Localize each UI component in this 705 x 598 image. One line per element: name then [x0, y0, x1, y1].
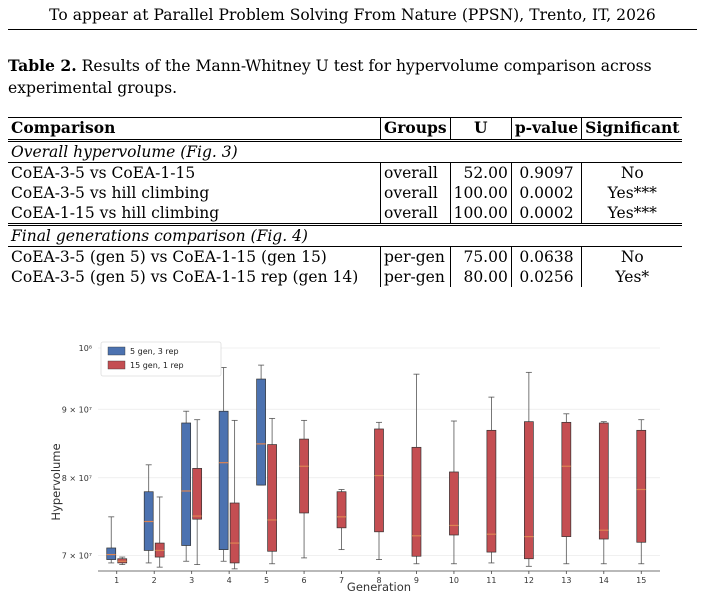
table-row: CoEA-3-5 vs hill climbing overall 100.00…	[8, 183, 683, 203]
legend-label: 5 gen, 3 rep	[130, 347, 179, 356]
y-tick-label: 8 × 10⁷	[62, 474, 92, 483]
table-row: CoEA-1-15 vs hill climbing overall 100.0…	[8, 203, 683, 225]
cell-pvalue: 0.0638	[510, 246, 582, 267]
box	[256, 378, 266, 486]
cell-pvalue: 0.0002	[510, 203, 582, 225]
x-tick-label: 9	[414, 576, 419, 585]
cell-significant: Yes***	[581, 183, 683, 203]
cell-significant: No	[581, 246, 683, 267]
x-tick-label: 4	[227, 576, 232, 585]
plot-area	[106, 364, 647, 570]
table-row: CoEA-3-5 vs CoEA-1-15 overall 52.00 0.90…	[8, 162, 683, 183]
x-tick-label: 15	[636, 576, 646, 585]
box	[229, 502, 240, 564]
x-tick-label: 11	[486, 576, 496, 585]
cell-groups: per-gen	[380, 246, 451, 267]
x-tick-label: 6	[302, 576, 307, 585]
cell-significant: Yes*	[581, 267, 683, 287]
cell-pvalue: 0.9097	[510, 162, 582, 183]
cell-u: 100.00	[449, 183, 512, 203]
legend-frame	[100, 341, 222, 377]
cell-pvalue: 0.0256	[510, 267, 582, 287]
cell-comparison: CoEA-3-5 (gen 5) vs CoEA-1-15 (gen 15)	[11, 248, 327, 266]
box	[192, 468, 203, 520]
x-tick-label: 10	[449, 576, 459, 585]
box	[181, 422, 192, 546]
cell-comparison: CoEA-1-15 vs hill climbing	[11, 204, 220, 222]
results-table: Comparison Groups U p-value Significant …	[8, 117, 683, 287]
legend-label: 15 gen, 1 rep	[130, 361, 184, 370]
x-tick-label: 7	[339, 576, 344, 585]
x-tick-label: 13	[561, 576, 571, 585]
box	[486, 429, 497, 553]
cell-groups: per-gen	[380, 267, 451, 287]
box	[636, 429, 647, 543]
legend: 5 gen, 3 rep 15 gen, 1 rep	[100, 341, 222, 377]
col-header-pvalue: p-value	[510, 117, 582, 142]
cell-comparison: CoEA-3-5 vs hill climbing	[11, 184, 210, 202]
box	[218, 410, 229, 550]
cell-u: 80.00	[449, 267, 512, 287]
x-axis-label: Generation	[347, 580, 411, 594]
box	[106, 547, 117, 560]
col-header-significant: Significant	[581, 117, 683, 142]
running-header: To appear at Parallel Problem Solving Fr…	[49, 6, 656, 24]
y-tick-label: 10⁸	[79, 344, 92, 353]
y-axis-label: Hypervolume	[49, 443, 63, 520]
cell-pvalue: 0.0002	[510, 183, 582, 203]
col-header-groups: Groups	[380, 117, 451, 142]
group-row: Final generations comparison (Fig. 4)	[8, 223, 683, 247]
table-row: CoEA-3-5 (gen 5) vs CoEA-1-15 rep (gen 1…	[8, 267, 683, 287]
box	[598, 422, 609, 540]
x-tick-label: 3	[189, 576, 194, 585]
box	[299, 438, 309, 514]
caption-label: Table 2.	[8, 56, 77, 75]
cell-u: 52.00	[449, 162, 512, 183]
box	[524, 421, 534, 560]
y-tick-label: 9 × 10⁷	[62, 405, 92, 414]
cell-comparison: CoEA-3-5 (gen 5) vs CoEA-1-15 rep (gen 1…	[11, 268, 359, 286]
cell-groups: overall	[380, 203, 451, 225]
x-tick-label: 12	[524, 576, 534, 585]
x-tick-label: 14	[599, 576, 609, 585]
table-caption: Table 2. Results of the Mann-Whitney U t…	[8, 55, 698, 99]
caption-text: Results of the Mann-Whitney U test for h…	[8, 57, 652, 97]
group-title: Overall hypervolume (Fig. 3)	[8, 140, 683, 163]
box	[267, 444, 277, 552]
header-rule	[8, 29, 697, 30]
cell-comparison: CoEA-3-5 vs CoEA-1-15	[11, 164, 196, 182]
cell-u: 75.00	[449, 246, 512, 267]
x-tick-label: 5	[264, 576, 269, 585]
legend-swatch-blue	[107, 346, 126, 356]
x-tick-label: 8	[376, 576, 381, 585]
cell-groups: overall	[380, 162, 451, 183]
box	[449, 471, 459, 536]
box	[374, 428, 384, 533]
y-tick-label: 7 × 10⁷	[62, 551, 92, 560]
x-tick-label: 1	[114, 576, 119, 585]
x-tick-label: 2	[152, 576, 157, 585]
col-header-u: U	[449, 117, 512, 142]
group-title: Final generations comparison (Fig. 4)	[8, 223, 683, 247]
cell-significant: Yes***	[581, 203, 683, 225]
box	[336, 491, 347, 529]
cell-u: 100.00	[449, 203, 512, 225]
box	[561, 421, 572, 537]
cell-significant: No	[581, 162, 683, 183]
col-header-comparison: Comparison	[8, 117, 381, 142]
table-row: CoEA-3-5 (gen 5) vs CoEA-1-15 (gen 15) p…	[8, 246, 683, 267]
legend-swatch-red	[107, 360, 126, 370]
box	[411, 446, 422, 557]
table-header-row: Comparison Groups U p-value Significant	[8, 117, 683, 142]
group-row: Overall hypervolume (Fig. 3)	[8, 140, 683, 163]
cell-groups: overall	[380, 183, 451, 203]
